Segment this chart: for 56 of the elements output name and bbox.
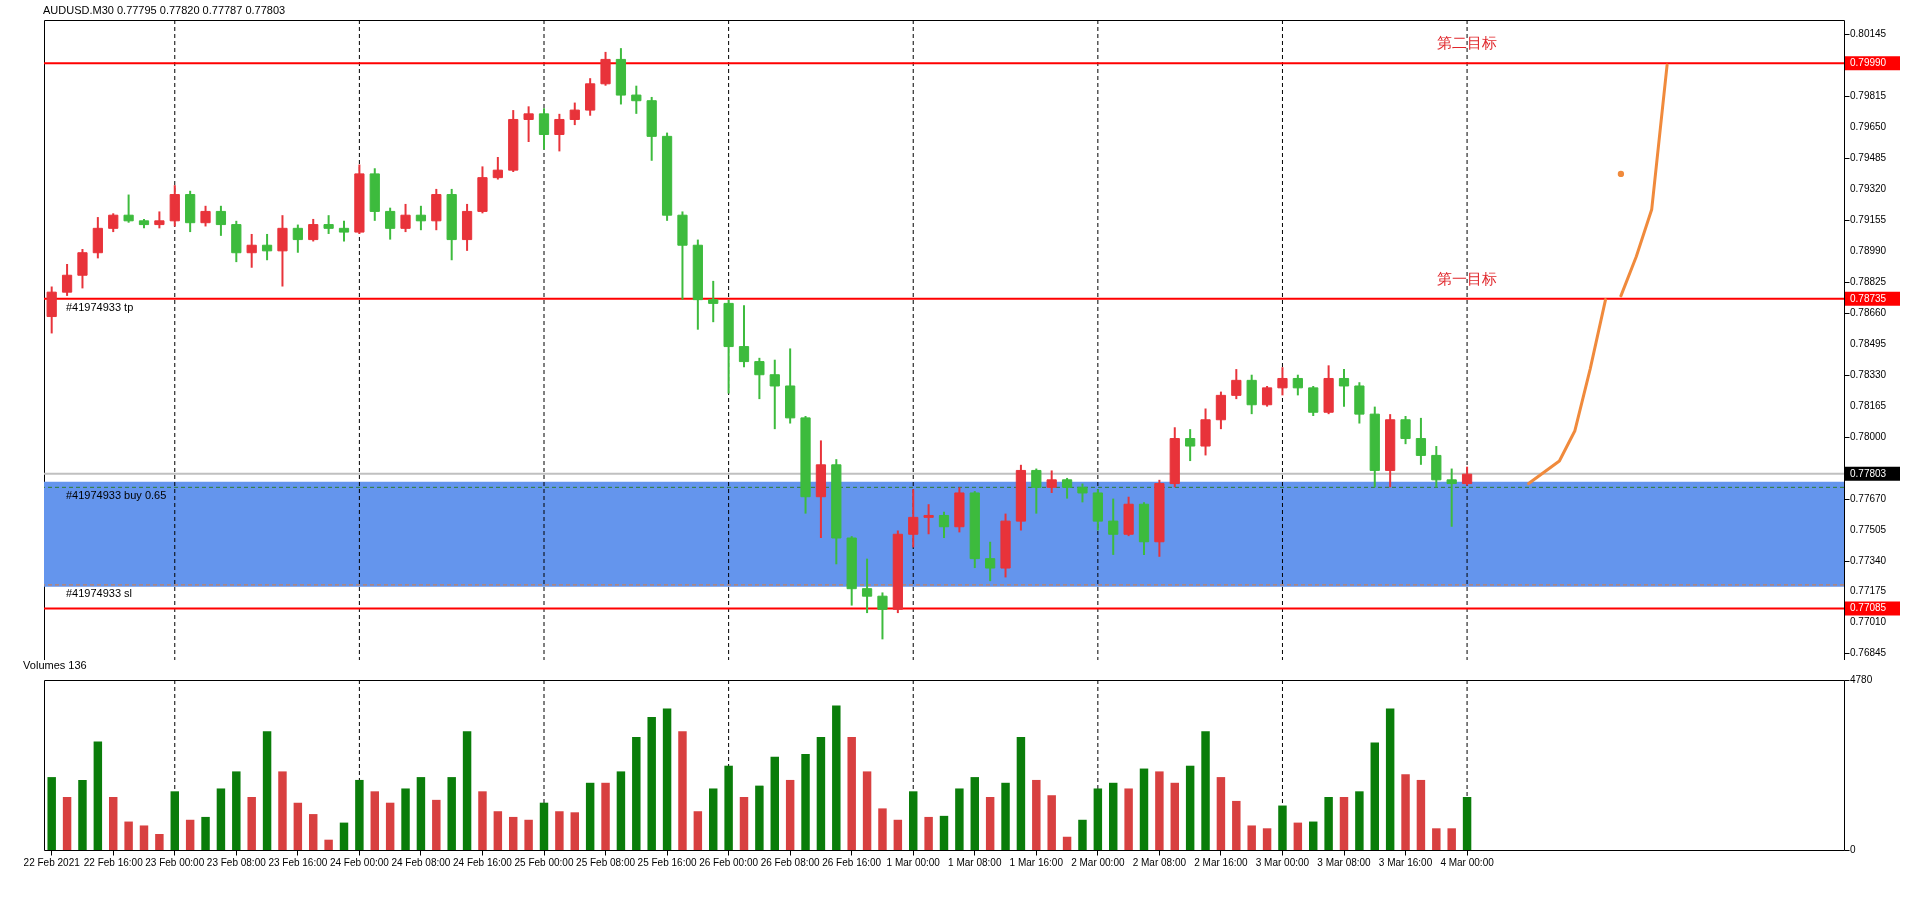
- y-tick-label: 0.79320: [1850, 182, 1887, 194]
- y-tick-label: 0.78165: [1850, 399, 1887, 411]
- y-tick-label: 0.77803: [1850, 467, 1887, 479]
- y-tick-label: 0.77175: [1850, 585, 1887, 597]
- ref-line-label: #41974933 sl: [66, 586, 133, 599]
- chart-title: Volumes 136: [23, 659, 87, 671]
- x-tick-label: 24 Feb 16:00: [452, 856, 513, 868]
- y-tick-label: 0.77340: [1850, 554, 1887, 566]
- y-tick-label: 0.78825: [1850, 275, 1887, 287]
- chart-title: AUDUSD.M30 0.77795 0.77820 0.77787 0.77803: [43, 3, 286, 16]
- y-tick-label: 0.77670: [1850, 492, 1887, 504]
- x-tick-label: 26 Feb 00:00: [699, 856, 759, 868]
- x-tick-label: 2 Mar 08:00: [1132, 856, 1187, 868]
- x-tick-label: 25 Feb 08:00: [576, 856, 636, 868]
- x-tick-label: 2 Mar 16:00: [1194, 856, 1249, 868]
- y-tick-label: 0.77085: [1850, 602, 1887, 614]
- y-tick-label: 0.78330: [1850, 368, 1887, 380]
- y-tick-label: 0.78660: [1850, 306, 1887, 318]
- y-tick-label: 0.78735: [1850, 292, 1887, 304]
- annotation: 第一目标: [1437, 269, 1498, 287]
- y-tick-label: 0.77505: [1850, 523, 1887, 535]
- x-tick-label: 1 Mar 16:00: [1009, 856, 1064, 868]
- x-tick-label: 23 Feb 00:00: [145, 856, 205, 868]
- y-tick-label: 0.78495: [1850, 337, 1887, 349]
- y-tick-label: 0.79485: [1850, 151, 1887, 163]
- x-tick-label: 22 Feb 2021: [23, 856, 81, 868]
- x-tick-label: 4 Mar 00:00: [1440, 856, 1495, 868]
- y-tick-label: 0.78990: [1850, 244, 1887, 256]
- x-tick-label: 26 Feb 08:00: [760, 856, 821, 868]
- y-tick-label: 0.79650: [1850, 120, 1887, 132]
- x-tick-label: 1 Mar 08:00: [948, 856, 1002, 868]
- x-tick-label: 25 Feb 00:00: [514, 856, 574, 868]
- y-tick-label: 0.76845: [1850, 647, 1887, 659]
- ref-line-label: #41974933 tp: [66, 300, 134, 313]
- x-tick-label: 23 Feb 16:00: [268, 856, 328, 868]
- y-tick-label: 0.79815: [1850, 90, 1887, 102]
- y-tick-label: 0.77010: [1850, 616, 1887, 628]
- x-tick-label: 3 Mar 16:00: [1378, 856, 1433, 868]
- x-tick-label: 22 Feb 16:00: [83, 856, 144, 868]
- x-tick-label: 23 Feb 08:00: [206, 856, 267, 868]
- x-tick-label: 1 Mar 00:00: [886, 856, 941, 868]
- x-tick-label: 3 Mar 08:00: [1317, 856, 1372, 868]
- y-tick-label: 0.79990: [1850, 57, 1887, 69]
- x-tick-label: 24 Feb 00:00: [329, 856, 390, 868]
- x-tick-label: 2 Mar 00:00: [1071, 856, 1125, 868]
- y-tick-label: 4780: [1850, 674, 1873, 685]
- y-tick-label: 0.78000: [1850, 430, 1887, 442]
- x-tick-label: 25 Feb 16:00: [637, 856, 697, 868]
- ref-line-label: #41974933 buy 0.65: [66, 489, 167, 502]
- y-tick-label: 0.79155: [1850, 213, 1887, 225]
- x-tick-label: 3 Mar 00:00: [1255, 856, 1310, 868]
- x-tick-label: 26 Feb 16:00: [822, 856, 882, 868]
- annotation: 第二目标: [1437, 34, 1498, 52]
- y-tick-label: 0: [1850, 844, 1856, 855]
- x-tick-label: 24 Feb 08:00: [391, 856, 451, 868]
- y-tick-label: 0.80145: [1850, 28, 1887, 40]
